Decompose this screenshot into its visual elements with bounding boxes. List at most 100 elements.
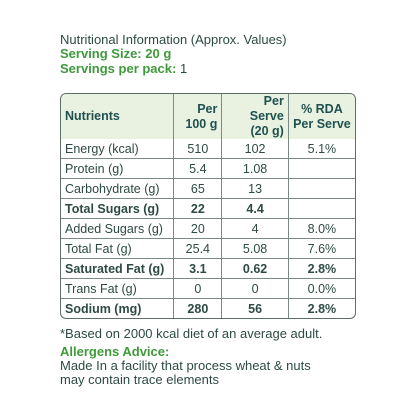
- cell: 0.0%: [287, 278, 355, 299]
- row: Total Sugars (g) 22 4.4: [61, 198, 355, 219]
- cell: 5.1%: [287, 139, 355, 159]
- header-cell: % RDA Per Serve: [287, 94, 355, 139]
- header-text: Per Serve: [249, 94, 284, 123]
- cell: 20: [173, 218, 223, 239]
- cell-text: 5.4: [189, 161, 207, 176]
- cell: 0.62: [221, 258, 289, 279]
- cell: Carbohydrate (g): [61, 178, 175, 199]
- row: Protein (g) 5.4 1.08: [61, 158, 355, 179]
- cell: 0: [221, 278, 289, 299]
- label: Serving Size:: [60, 46, 142, 61]
- cell: 8.0%: [287, 218, 355, 239]
- label: Servings per pack:: [60, 61, 177, 76]
- cell-text: 1.08: [242, 161, 268, 176]
- cell: 3.1: [173, 258, 223, 279]
- title: Nutritional Information (Approx. Values): [60, 32, 287, 47]
- nutrition-table: Nutrients Per 100 g Per Serve (20 g)% RDA Per…: [61, 94, 355, 318]
- cell: 65: [173, 178, 223, 199]
- cell: Total Fat (g): [61, 238, 175, 259]
- cell-text: Carbohydrate (g): [65, 181, 160, 196]
- cell-text: 8.0%: [307, 221, 337, 236]
- cell: 5.4: [173, 158, 223, 179]
- cell-text: 102: [244, 141, 266, 156]
- header-text: Per Serve: [293, 116, 351, 131]
- cell-text: Energy (kcal): [65, 141, 139, 156]
- cell-text: 5.1%: [307, 141, 337, 156]
- cell-text: Added Sugars (g): [65, 221, 163, 236]
- serving-size: Serving Size: 20 g: [60, 46, 171, 62]
- cell: Energy (kcal): [61, 139, 175, 159]
- cell-text: 7.6%: [307, 241, 337, 256]
- servings: Servings per pack: 1: [60, 61, 187, 77]
- cell-text: 5.08: [242, 241, 268, 256]
- row: Sodium (mg) 280 56 2.8%: [61, 298, 355, 318]
- header-text: (20 g): [250, 124, 284, 138]
- row: Saturated Fat (g) 3.1 0.62 2.8%: [61, 258, 355, 279]
- cell-text: 0.0%: [307, 281, 337, 296]
- cell-text: 13: [248, 181, 263, 196]
- cell-text: 4.4: [246, 201, 264, 216]
- cell-text: 20: [190, 221, 205, 236]
- row: Energy (kcal) 510 102 5.1%: [61, 139, 355, 159]
- cell-text: 0: [194, 281, 202, 296]
- cell-text: Total Fat (g): [65, 241, 132, 256]
- cell: 102: [221, 139, 289, 159]
- header-text: % RDA: [301, 101, 343, 116]
- header-cell: Nutrients: [61, 94, 175, 139]
- value: 20 g: [145, 46, 172, 61]
- cell: 2.8%: [287, 258, 355, 279]
- cell-text: 65: [190, 181, 205, 196]
- header-text: 100 g: [185, 116, 218, 131]
- cell: [287, 178, 355, 199]
- cell: [287, 158, 355, 179]
- table-body: Energy (kcal) 510 102 5.1% Protein (g) 5.4 1.0…: [61, 139, 355, 318]
- cell: 7.6%: [287, 238, 355, 259]
- table-head: Nutrients Per 100 g Per Serve (20 g)% RDA Per…: [61, 94, 355, 139]
- cell: 22: [173, 198, 223, 219]
- value: 1: [179, 61, 188, 76]
- cell: 5.08: [221, 238, 289, 259]
- cell: 2.8%: [287, 298, 355, 318]
- cell: Protein (g): [61, 158, 175, 179]
- cell-text: 56: [248, 301, 263, 316]
- header-cell: Per 100 g: [173, 94, 223, 139]
- row: Total Fat (g) 25.4 5.08 7.6%: [61, 238, 355, 259]
- cell-text: Total Sugars (g): [65, 201, 160, 216]
- table-frame: Nutrients Per 100 g Per Serve (20 g)% RDA Per…: [60, 93, 356, 319]
- cell-text: 0.62: [242, 261, 268, 276]
- cell: Saturated Fat (g): [61, 258, 175, 279]
- cell: Total Sugars (g): [61, 198, 175, 219]
- header-row: Nutrients Per 100 g Per Serve (20 g)% RDA Per…: [61, 94, 355, 139]
- cell-text: 2.8%: [307, 261, 337, 276]
- cell-text: 4: [251, 221, 259, 236]
- header-cell: Per Serve (20 g): [221, 94, 289, 139]
- cell: Added Sugars (g): [61, 218, 175, 239]
- cell-text: 0: [251, 281, 259, 296]
- cell: [287, 198, 355, 219]
- header-text: Per: [197, 101, 218, 116]
- cell-text: Saturated Fat (g): [65, 261, 165, 276]
- cell-text: 22: [190, 201, 205, 216]
- cell: Sodium (mg): [61, 298, 175, 318]
- cell: 25.4: [173, 238, 223, 259]
- cell: 4: [221, 218, 289, 239]
- cell: 0: [173, 278, 223, 299]
- allergens-title: Allergens Advice:: [60, 344, 170, 359]
- cell-text: 2.8%: [307, 301, 337, 316]
- header-text: Nutrients: [65, 109, 120, 123]
- footnote: *Based on 2000 kcal diet of an average a…: [60, 326, 323, 341]
- row: Trans Fat (g) 0 0 0.0%: [61, 278, 355, 299]
- cell-text: Protein (g): [65, 161, 124, 176]
- cell-text: 510: [187, 141, 209, 156]
- row: Added Sugars (g) 20 4 8.0%: [61, 218, 355, 239]
- allergens-line: may contain trace elements: [60, 372, 219, 387]
- cell: 4.4: [221, 198, 289, 219]
- cell-text: Trans Fat (g): [65, 281, 137, 296]
- cell: 13: [221, 178, 289, 199]
- cell: 280: [173, 298, 223, 318]
- cell-text: 280: [187, 301, 209, 316]
- cell-text: 3.1: [189, 261, 207, 276]
- cell-text: Sodium (mg): [65, 301, 142, 316]
- cell: 510: [173, 139, 223, 159]
